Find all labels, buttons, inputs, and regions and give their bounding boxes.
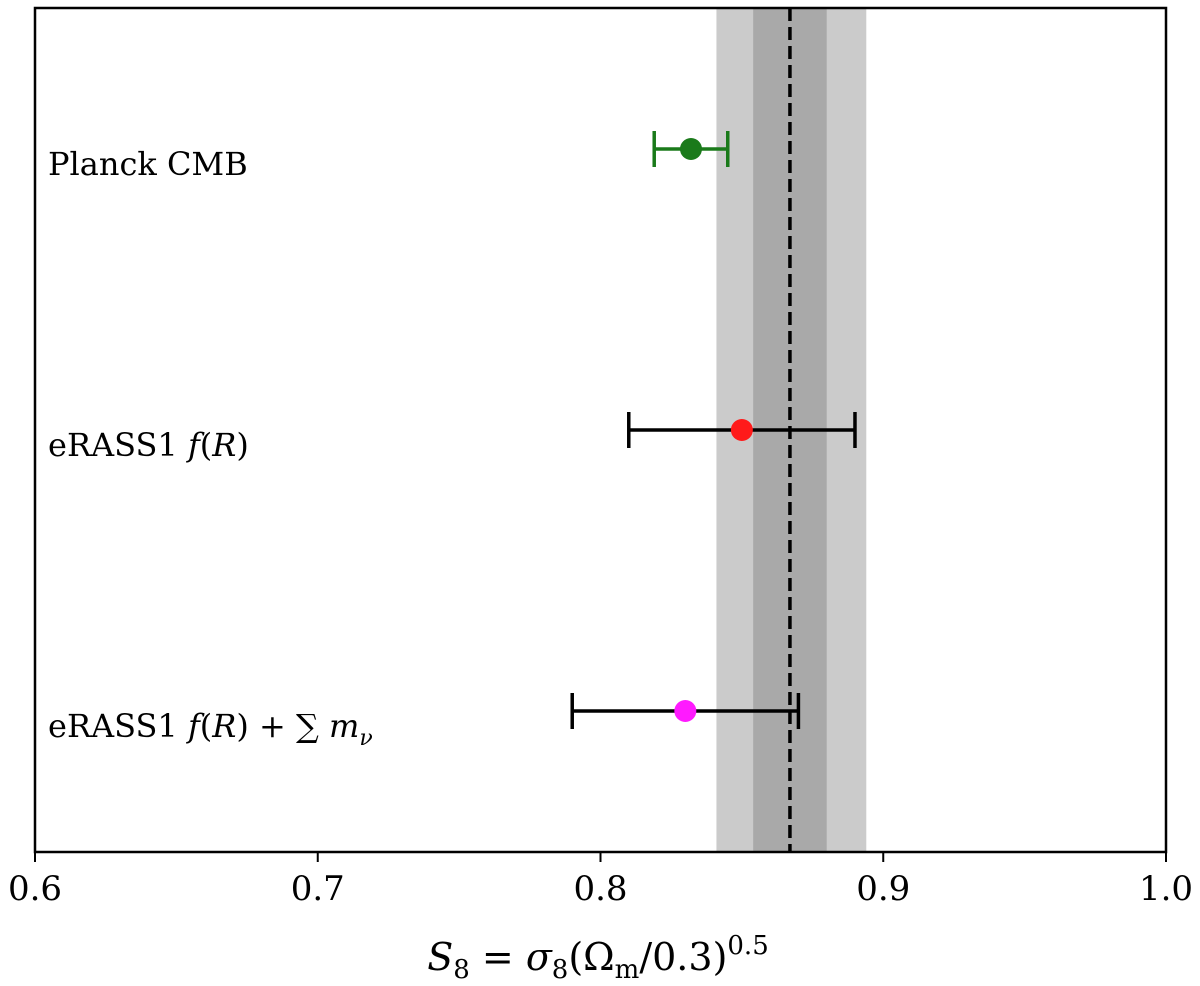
x-tick-label: 0.7 — [291, 869, 345, 909]
row-label: eRASS1 f(R) + ∑ mν — [48, 707, 373, 751]
data-points — [570, 131, 857, 729]
x-axis-label: S8 = σ8(Ωm/0.3)0.5 — [427, 931, 769, 985]
x-axis-ticks: 0.6 0.7 0.8 0.9 1.0 — [8, 852, 1193, 909]
data-marker — [730, 419, 753, 441]
point-group — [627, 412, 857, 448]
data-marker — [679, 138, 702, 160]
x-tick-label: 0.9 — [856, 869, 910, 909]
x-tick-label: 0.8 — [573, 869, 627, 909]
point-group — [570, 693, 801, 729]
data-marker — [674, 700, 697, 722]
x-tick-label: 0.6 — [8, 869, 62, 909]
point-group — [652, 131, 730, 167]
row-label: Planck CMB — [48, 145, 248, 183]
row-label: eRASS1 f(R) — [48, 426, 249, 464]
row-labels: Planck CMB eRASS1 f(R) eRASS1 f(R) + ∑ mν — [48, 145, 373, 751]
x-tick-label: 1.0 — [1139, 869, 1193, 909]
